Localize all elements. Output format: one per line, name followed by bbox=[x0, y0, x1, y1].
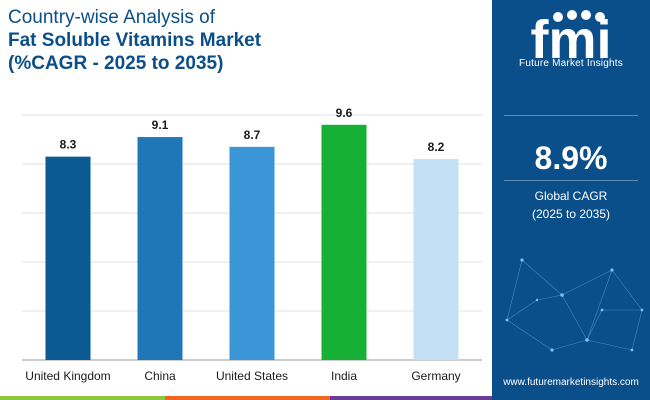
x-tick-label: United States bbox=[216, 369, 288, 383]
x-tick-label: India bbox=[331, 369, 357, 383]
x-tick-label: Germany bbox=[411, 369, 460, 383]
x-tick-label: China bbox=[144, 369, 176, 383]
brand-name: Future Market Insights bbox=[519, 58, 623, 69]
title-line-1: Country-wise Analysis of bbox=[8, 7, 215, 28]
global-cagr-period: (2025 to 2035) bbox=[531, 207, 611, 221]
fmi-logo-icon: fmi bbox=[531, 10, 612, 70]
data-label: 9.1 bbox=[152, 118, 169, 132]
bottom-accent-purple bbox=[330, 396, 492, 400]
website-url[interactable]: www.futuremarketinsights.com bbox=[503, 377, 639, 388]
chart-title-block: Country-wise Analysis of Fat Soluble Vit… bbox=[8, 6, 488, 75]
bar-united-states bbox=[229, 146, 275, 360]
bar-chart-svg: 8.3 United Kingdom 9.1 China 8.7 United State… bbox=[22, 106, 482, 383]
data-label: 8.7 bbox=[244, 128, 261, 142]
global-cagr-label: Global CAGR bbox=[534, 189, 608, 203]
x-tick-label: United Kingdom bbox=[25, 369, 110, 383]
global-cagr-panel: fmi Future Market Insights 8.9% Global C… bbox=[492, 0, 650, 400]
bar-germany bbox=[413, 159, 459, 360]
network-decoration-icon bbox=[505, 258, 644, 352]
title-line-2: Fat Soluble Vitamins Market bbox=[8, 30, 262, 51]
global-cagr-value: 8.9% bbox=[534, 140, 608, 176]
title-line-3: (%CAGR - 2025 to 2035) bbox=[8, 53, 224, 74]
bottom-accent-blue bbox=[492, 396, 650, 400]
data-label: 8.3 bbox=[60, 138, 77, 152]
panel-divider-top bbox=[504, 115, 638, 116]
bar-china bbox=[137, 137, 183, 360]
bar-chart: 8.3 United Kingdom 9.1 China 8.7 United State… bbox=[0, 95, 492, 390]
data-label: 9.6 bbox=[336, 106, 353, 120]
data-label: 8.2 bbox=[428, 140, 445, 154]
fmi-logo: fmi bbox=[492, 10, 650, 80]
panel-divider bbox=[504, 180, 638, 181]
bottom-accent-orange bbox=[165, 396, 330, 400]
bottom-accent-green bbox=[0, 396, 165, 400]
bar-india bbox=[321, 124, 367, 360]
bar-united-kingdom bbox=[45, 156, 91, 360]
